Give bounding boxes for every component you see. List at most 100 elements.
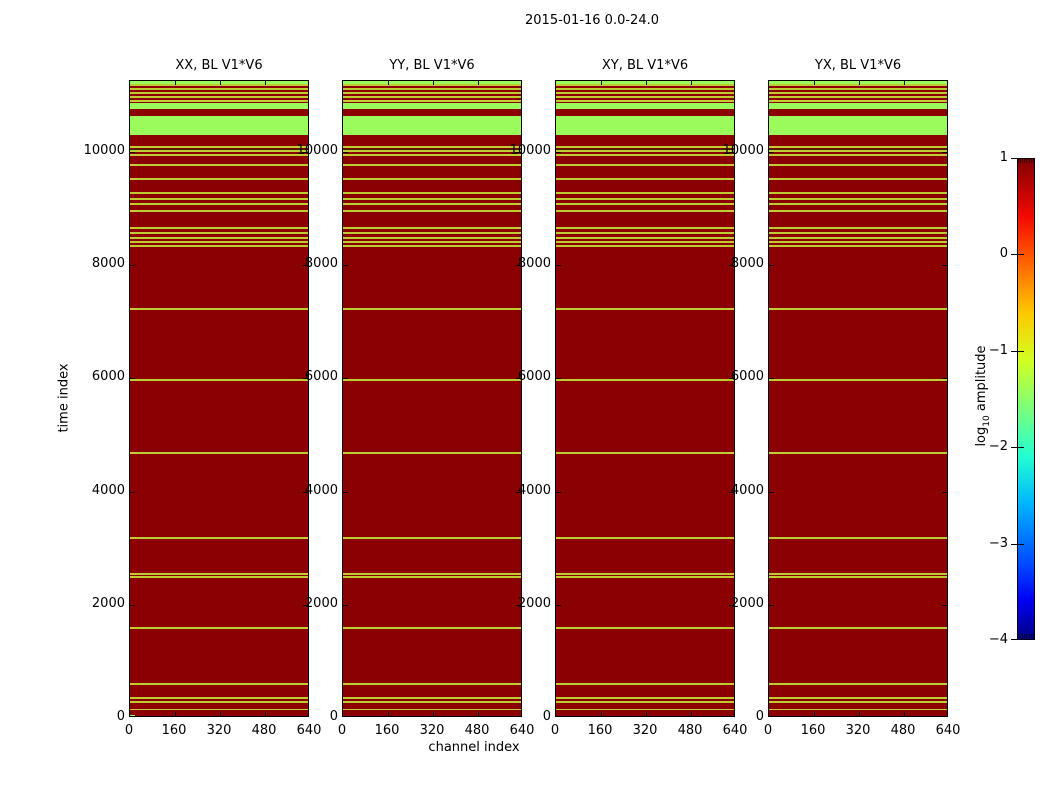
panel-title-1: YY, BL V1*V6	[389, 58, 475, 73]
x-tick-mark	[388, 712, 389, 716]
x-tick-label: 480	[677, 723, 703, 738]
stripe-row	[130, 145, 308, 148]
colorbar-tick-label: −2	[988, 439, 1008, 455]
stripe-row	[343, 81, 521, 84]
stripe-row	[556, 378, 734, 381]
colorbar-tick-mark	[1011, 639, 1024, 640]
x-tick-label: 0	[124, 723, 134, 738]
stripe-row	[556, 150, 734, 153]
stripe-row	[130, 576, 308, 578]
stripe-row	[343, 99, 521, 102]
colorbar-label-sub: 10	[981, 415, 992, 427]
colorbar-label: log10 amplitude	[974, 345, 992, 446]
x-axis-label: channel index	[428, 740, 520, 755]
stripe-row	[769, 576, 947, 578]
y-tick-label: 2000	[517, 595, 551, 611]
stripe-row	[343, 203, 521, 205]
stripe-row	[130, 307, 308, 310]
y-tick-label: 10000	[83, 143, 125, 159]
y-tick-label: 6000	[517, 369, 551, 385]
colorbar	[1017, 158, 1035, 640]
panel-title-2: XY, BL V1*V6	[601, 58, 689, 73]
stripe-row	[556, 95, 734, 98]
panel-title-0: XX, BL V1*V6	[175, 58, 263, 73]
y-tick-label: 8000	[730, 256, 764, 272]
stripe-row	[556, 154, 734, 157]
y-tick-label: 6000	[304, 369, 338, 385]
colorbar-tick-mark	[1011, 254, 1024, 256]
stripe-row	[343, 87, 521, 90]
stripe-row	[556, 99, 734, 102]
y-tick-mark	[130, 152, 135, 154]
stripe-row	[556, 237, 734, 239]
y-tick-label: 6000	[91, 369, 125, 385]
stripe-row	[343, 149, 521, 151]
stripe-row	[130, 203, 308, 205]
y-tick-mark	[556, 152, 561, 154]
y-tick-mark	[556, 265, 561, 267]
stripe-row	[769, 241, 947, 243]
y-tick-mark	[516, 378, 521, 380]
x-tick-mark	[601, 712, 602, 716]
y-tick-mark	[729, 604, 734, 606]
stripe-row	[769, 227, 947, 229]
stripe-row	[130, 91, 308, 94]
stripe-row	[769, 627, 947, 629]
y-tick-mark	[769, 491, 774, 493]
stripe-row	[343, 154, 521, 157]
stripe-row	[343, 232, 521, 234]
stripe-row	[769, 245, 947, 247]
colorbar-hatch-mark	[1028, 634, 1030, 638]
x-tick-label: 160	[587, 723, 613, 738]
stripe-row	[556, 451, 734, 454]
x-tick-label: 0	[337, 723, 347, 738]
stripe-row	[769, 115, 947, 136]
stripe-row	[130, 103, 308, 109]
y-tick-mark	[130, 378, 135, 380]
stripe-row	[130, 708, 308, 711]
stripe-row	[343, 103, 521, 109]
y-tick-label: 10000	[509, 143, 551, 159]
y-tick-mark	[343, 265, 348, 267]
colorbar-hatch-mark	[1026, 634, 1028, 638]
stripe-row	[769, 103, 947, 109]
colorbar-hatch-mark	[1018, 159, 1019, 163]
stripe-row	[343, 150, 521, 153]
stripe-row	[769, 99, 947, 102]
stripe-row	[769, 95, 947, 98]
x-tick-label: 0	[550, 723, 560, 738]
stripe-row	[130, 83, 308, 86]
y-tick-mark	[516, 491, 521, 493]
colorbar-tick-mark	[1011, 543, 1024, 545]
y-tick-label: 0	[542, 709, 551, 724]
y-tick-label: 2000	[91, 595, 125, 611]
stripe-row	[769, 91, 947, 94]
stripe-row	[769, 697, 947, 700]
x-tick-label: 640	[509, 723, 535, 738]
panel-title-3: YX, BL V1*V6	[814, 58, 902, 73]
stripe-row	[343, 163, 521, 166]
stripe-row	[769, 378, 947, 381]
stripe-row	[343, 210, 521, 212]
stripe-row	[769, 203, 947, 205]
x-tick-mark	[691, 712, 692, 716]
x-tick-mark	[175, 712, 176, 716]
y-tick-mark	[729, 265, 734, 267]
stripe-row	[769, 537, 947, 539]
stripe-row	[769, 150, 947, 153]
colorbar-hatch-mark	[1030, 634, 1032, 638]
stripe-row	[130, 154, 308, 157]
stripe-row	[769, 232, 947, 234]
colorbar-tick-mark	[1011, 350, 1024, 352]
stripe-row	[556, 210, 734, 212]
x-tick-label: 160	[374, 723, 400, 738]
colorbar-hatch-mark	[1020, 159, 1022, 163]
colorbar-tick-label: −3	[988, 535, 1008, 551]
x-tick-label: 640	[935, 723, 961, 738]
stripe-row	[769, 701, 947, 703]
stripe-row	[130, 178, 308, 181]
colorbar-tick-label: 0	[999, 246, 1008, 262]
stripe-row	[343, 241, 521, 243]
x-tick-label: 160	[161, 723, 187, 738]
y-tick-label: 6000	[730, 369, 764, 385]
